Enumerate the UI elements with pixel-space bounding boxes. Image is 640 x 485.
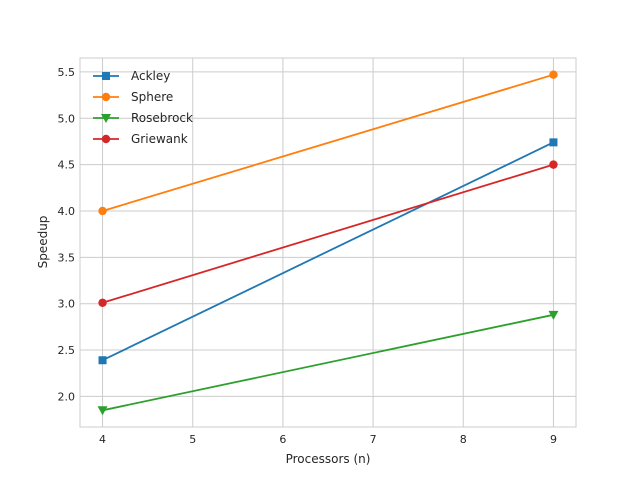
series-griewank xyxy=(98,160,558,307)
legend-item-sphere: Sphere xyxy=(93,90,173,104)
x-tick-label: 8 xyxy=(460,433,467,446)
legend-label-rosebrock: Rosebrock xyxy=(131,111,193,125)
x-tick-label: 5 xyxy=(189,433,196,446)
series-sphere xyxy=(98,70,558,216)
data-point-sphere xyxy=(98,206,107,216)
y-tick-label: 5.5 xyxy=(58,66,76,79)
y-axis-ticks: 2.0 2.5 3.0 3.5 4.0 4.5 5.0 5.5 xyxy=(58,66,76,403)
series-line-rosebrock xyxy=(102,313,554,412)
data-point-rosebrock xyxy=(548,310,559,320)
grid xyxy=(80,58,576,427)
legend-marker-griewank xyxy=(101,134,111,144)
x-tick-label: 9 xyxy=(550,433,557,446)
y-tick-label: 4.5 xyxy=(58,159,76,172)
series-line-griewank xyxy=(102,163,554,304)
series-rosebrock xyxy=(97,310,559,416)
legend-label-ackley: Ackley xyxy=(131,69,170,83)
y-tick-label: 2.5 xyxy=(58,344,76,357)
legend-label-sphere: Sphere xyxy=(131,90,173,104)
y-axis-label: Speedup xyxy=(36,216,50,269)
y-tick-label: 5.0 xyxy=(58,112,76,125)
y-tick-label: 3.0 xyxy=(58,298,76,311)
x-tick-label: 6 xyxy=(279,433,286,446)
data-point-rosebrock xyxy=(97,406,108,416)
x-tick-label: 7 xyxy=(370,433,377,446)
legend-marker-rosebrock xyxy=(101,114,111,123)
data-point-sphere xyxy=(549,70,558,79)
series-line-sphere xyxy=(102,73,554,212)
plot-area-frame xyxy=(79,57,577,428)
legend-item-rosebrock: Rosebrock xyxy=(93,111,193,125)
data-point-griewank xyxy=(549,160,558,169)
x-tick-label: 4 xyxy=(99,433,106,446)
series-ackley xyxy=(98,138,558,365)
y-tick-label: 2.0 xyxy=(58,390,76,403)
series-line-ackley xyxy=(102,141,554,362)
legend-label-griewank: Griewank xyxy=(131,132,188,146)
data-point-ackley xyxy=(549,138,558,147)
y-tick-label: 4.0 xyxy=(58,205,76,218)
legend-item-griewank: Griewank xyxy=(93,132,188,146)
x-axis-ticks: 4 5 6 7 8 9 xyxy=(99,433,557,446)
legend-marker-ackley xyxy=(102,72,110,80)
series-layer xyxy=(97,70,559,416)
legend-item-ackley: Ackley xyxy=(93,69,170,83)
data-point-ackley xyxy=(98,356,107,365)
legend: Ackley Sphere Rosebrock Griewank xyxy=(93,69,193,146)
legend-marker-sphere xyxy=(101,92,111,102)
y-tick-label: 3.5 xyxy=(58,251,76,264)
x-axis-label: Processors (n) xyxy=(286,452,371,466)
data-point-griewank xyxy=(98,298,107,307)
